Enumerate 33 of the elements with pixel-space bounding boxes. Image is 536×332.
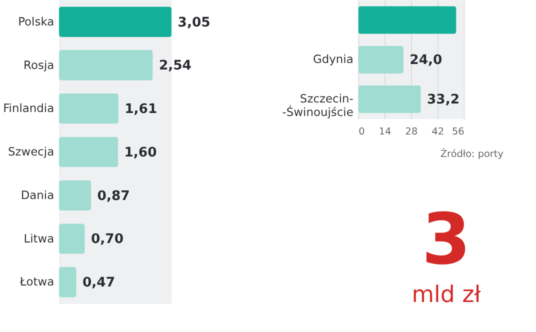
data-label: 3,05: [178, 15, 210, 30]
bar: [58, 6, 172, 38]
y-tick-label: Finlandia: [3, 101, 54, 116]
x-tick-label: 42: [432, 126, 444, 138]
data-label: 0,47: [82, 276, 116, 291]
y-tick-label: Dania: [20, 188, 54, 202]
bar: [58, 180, 92, 211]
text: Źródło: porty: [440, 148, 504, 160]
data-label: 0,87: [97, 188, 130, 204]
y-tick-label: Rosja: [24, 58, 54, 72]
y-tick-label: Polska: [18, 14, 54, 28]
data-label: 1,60: [124, 145, 157, 160]
text: mld zł: [412, 282, 482, 308]
x-tick-label: 14: [378, 126, 392, 138]
bar: [58, 93, 118, 124]
y-tick-label: Łotwa: [18, 274, 54, 289]
bar: [58, 50, 153, 80]
y-tick-label: Litwa: [24, 231, 54, 246]
y-tick-label: Szczecin- -Świnoujście: [282, 92, 354, 119]
bar: [58, 136, 118, 168]
x-tick-label: 28: [405, 126, 418, 138]
data-label: 0,70: [90, 232, 124, 248]
data-label: 24,0: [410, 52, 442, 68]
data-label: 2,54: [158, 58, 192, 74]
text: 3: [422, 198, 471, 280]
bar: [58, 224, 85, 254]
x-tick-label: 56: [452, 126, 464, 138]
y-tick-label: Gdynia: [313, 52, 354, 66]
bar: [58, 266, 76, 298]
y-tick-label: Szwecja: [8, 144, 54, 159]
data-label: 33,2: [426, 92, 460, 108]
data-label: 1,61: [124, 102, 158, 118]
x-tick-label: 0: [358, 126, 365, 138]
